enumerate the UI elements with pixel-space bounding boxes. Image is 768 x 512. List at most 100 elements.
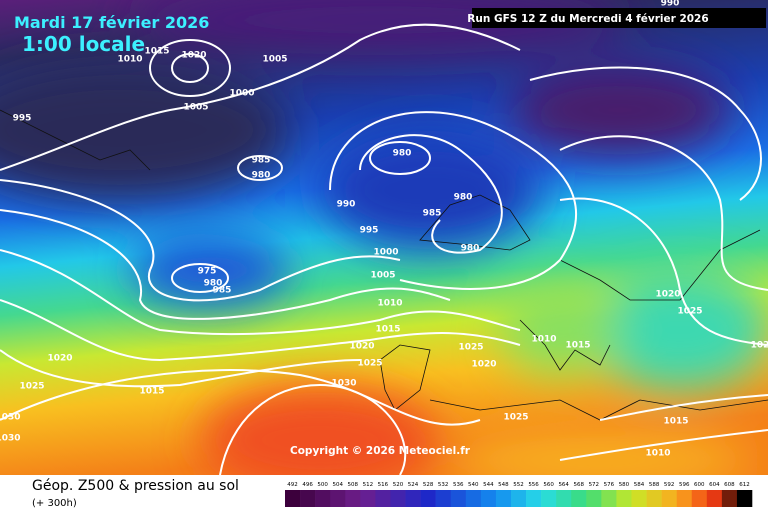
scale-label: 588: [649, 482, 660, 488]
isobar-label: 985: [252, 156, 271, 166]
isobar-label: 1025: [458, 343, 483, 353]
scale-label: 548: [498, 482, 509, 488]
isobar-label: 995: [360, 226, 379, 236]
scale-label: 600: [694, 482, 705, 488]
scale-label: 524: [408, 482, 419, 488]
isobar-label: 1030: [331, 379, 356, 389]
map-field: [0, 0, 768, 495]
isobar-label: 980: [204, 279, 223, 289]
scale-label: 608: [724, 482, 735, 488]
scale-label: 556: [528, 482, 539, 488]
scale-label: 568: [574, 482, 585, 488]
scale-swatch: [375, 490, 391, 507]
scale-label: 544: [483, 482, 494, 488]
scale-label: 496: [302, 482, 313, 488]
scale-swatch: [601, 490, 617, 507]
scale-swatch: [510, 490, 527, 507]
isobar-label: 102: [751, 341, 768, 351]
scale-swatch: [405, 490, 421, 507]
isobar-label: 1010: [531, 335, 556, 345]
isobar-label: 980: [454, 193, 473, 203]
scale-label: 604: [709, 482, 720, 488]
scale-swatch: [736, 490, 753, 507]
isobar-label: 1020: [47, 354, 72, 364]
scale-label: 596: [679, 482, 690, 488]
scale-label: 580: [619, 482, 630, 488]
isobar-label: 1010: [645, 449, 670, 459]
scale-label: 520: [393, 482, 404, 488]
scale-swatch: [631, 490, 647, 507]
scale-swatch: [345, 490, 361, 507]
scale-label: 584: [634, 482, 645, 488]
isobar-label: 1000: [229, 89, 254, 99]
scale-swatch: [315, 490, 331, 507]
isobar-label: 1030: [0, 434, 21, 444]
scale-label: 500: [317, 482, 328, 488]
scale-swatch: [435, 490, 452, 507]
isobar-label: 1025: [677, 307, 702, 317]
color-scale: 492 496 500 504 508 512 516 520 524 528 532 536 540 5…: [285, 482, 753, 507]
isobar-label: 1005: [370, 271, 395, 281]
scale-swatch: [721, 490, 738, 507]
scale-label: 492: [287, 482, 298, 488]
isobar-label: 990: [337, 200, 356, 210]
footer-title: Géop. Z500 & pression au sol: [32, 478, 239, 494]
scale-swatch: [330, 490, 346, 507]
isobar-label: 1000: [373, 248, 398, 258]
scale-swatch: [300, 490, 316, 507]
scale-swatch: [676, 490, 693, 507]
isobar-label: 1020: [471, 360, 496, 370]
scale-label: 560: [543, 482, 554, 488]
scale-label: 528: [423, 482, 434, 488]
scale-swatch: [390, 490, 406, 507]
scale-swatch: [450, 490, 467, 507]
isobar-label: 1015: [139, 387, 164, 397]
scale-label: 564: [558, 482, 569, 488]
isobar-label: 1025: [19, 382, 44, 392]
scale-swatch: [556, 490, 572, 507]
forecast-date: Mardi 17 février 2026: [14, 13, 209, 32]
scale-label: 512: [363, 482, 374, 488]
isobar-label: 1015: [565, 341, 590, 351]
isobar-label: 1020: [349, 342, 374, 352]
isobar-label: 985: [423, 209, 442, 219]
scale-label: 576: [604, 482, 615, 488]
scale-swatch: [691, 490, 708, 507]
scale-swatch: [526, 490, 542, 507]
isobar-label: 1025: [357, 359, 382, 369]
copyright: Copyright © 2026 Meteociel.fr: [290, 445, 471, 457]
scale-label: 532: [438, 482, 449, 488]
isobar-label: 1015: [144, 47, 169, 57]
scale-swatch: [420, 490, 436, 507]
isobar-label: 985: [213, 286, 232, 296]
scale-swatch: [495, 490, 512, 507]
scale-swatch: [541, 490, 557, 507]
scale-label: 504: [332, 482, 343, 488]
isobar-label: 980: [252, 171, 271, 181]
scale-swatch: [661, 490, 677, 507]
isobar-label: 975: [198, 267, 217, 277]
run-info: Run GFS 12 Z du Mercredi 4 février 2026: [467, 13, 708, 25]
isobar-label: 1015: [375, 325, 400, 335]
isobar-label: 1030: [0, 413, 21, 423]
isobar-label: 1015: [663, 417, 688, 427]
scale-label: 552: [513, 482, 524, 488]
scale-swatch: [285, 490, 301, 507]
run-box: [472, 8, 766, 28]
isobar-label: 1005: [262, 55, 287, 65]
scale-swatch: [706, 490, 723, 507]
forecast-time: 1:00 locale: [22, 32, 145, 56]
isobar-label: 1005: [183, 103, 208, 113]
isobar-label: 980: [393, 149, 412, 159]
scale-label: 592: [664, 482, 675, 488]
scale-swatch: [360, 490, 376, 507]
scale-swatch: [480, 490, 497, 507]
footer-lead: (+ 300h): [32, 498, 77, 509]
isobar-label: 1010: [377, 299, 402, 309]
scale-swatch: [571, 490, 587, 507]
isobars: [0, 23, 768, 476]
isobar-label: 1020: [181, 51, 206, 61]
scale-label: 516: [378, 482, 389, 488]
isobar-label: 1020: [655, 290, 680, 300]
